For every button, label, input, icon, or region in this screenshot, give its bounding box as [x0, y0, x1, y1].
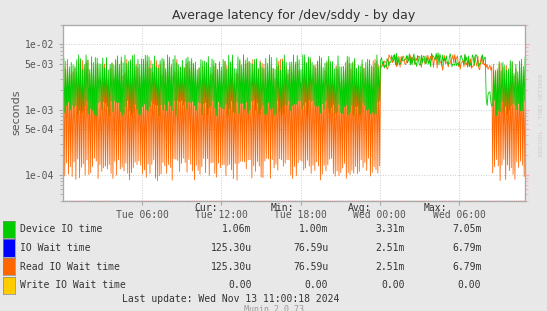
Text: Read IO Wait time: Read IO Wait time — [20, 262, 120, 272]
Text: 76.59u: 76.59u — [293, 243, 328, 253]
Text: 1.06m: 1.06m — [222, 224, 252, 234]
Text: Device IO time: Device IO time — [20, 224, 102, 234]
Text: Cur:: Cur: — [194, 203, 218, 213]
Text: Munin 2.0.73: Munin 2.0.73 — [243, 305, 304, 311]
Text: 125.30u: 125.30u — [211, 243, 252, 253]
Text: Avg:: Avg: — [347, 203, 371, 213]
Text: 0.00: 0.00 — [458, 280, 481, 290]
Text: 2.51m: 2.51m — [375, 243, 405, 253]
Title: Average latency for /dev/sddy - by day: Average latency for /dev/sddy - by day — [172, 9, 416, 22]
Text: 6.79m: 6.79m — [452, 262, 481, 272]
Text: Write IO Wait time: Write IO Wait time — [20, 280, 126, 290]
Text: 76.59u: 76.59u — [293, 262, 328, 272]
Text: Min:: Min: — [271, 203, 294, 213]
Text: 125.30u: 125.30u — [211, 262, 252, 272]
Y-axis label: seconds: seconds — [11, 90, 22, 136]
Text: 2.51m: 2.51m — [375, 262, 405, 272]
Text: IO Wait time: IO Wait time — [20, 243, 91, 253]
Text: 1.00m: 1.00m — [299, 224, 328, 234]
Text: 7.05m: 7.05m — [452, 224, 481, 234]
Text: Max:: Max: — [424, 203, 447, 213]
Text: Last update: Wed Nov 13 11:00:18 2024: Last update: Wed Nov 13 11:00:18 2024 — [122, 294, 339, 304]
Text: 6.79m: 6.79m — [452, 243, 481, 253]
Text: 0.00: 0.00 — [228, 280, 252, 290]
Text: 0.00: 0.00 — [305, 280, 328, 290]
Text: RRDTOOL / TOBI OETIKER: RRDTOOL / TOBI OETIKER — [538, 74, 543, 156]
Text: 3.31m: 3.31m — [375, 224, 405, 234]
Text: 0.00: 0.00 — [381, 280, 405, 290]
